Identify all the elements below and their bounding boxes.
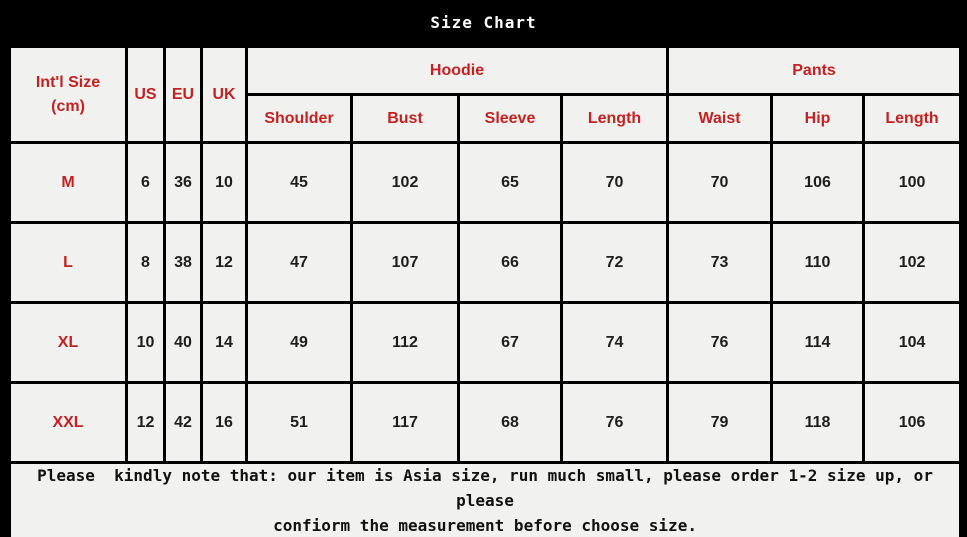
cell-l-waist: 73 — [666, 221, 774, 304]
cell-m-bust: 102 — [350, 141, 460, 224]
cell-l-us: 8 — [125, 221, 166, 304]
cell-l-eu: 38 — [163, 221, 203, 304]
cell-xl-hip: 114 — [770, 301, 866, 384]
cell-xl-hoodie-length: 74 — [559, 301, 670, 384]
cell-xxl-us: 12 — [125, 381, 166, 464]
cell-xxl-eu: 42 — [163, 381, 203, 464]
col-header-hip: Hip — [770, 93, 866, 144]
cell-l-hoodie-length: 72 — [559, 221, 670, 304]
size-label-m: M — [8, 141, 128, 224]
sub-header-row: Shoulder Bust Sleeve Length Waist Hip Le… — [10, 93, 963, 144]
group-header-pants: Pants — [666, 45, 963, 96]
col-header-uk: UK — [200, 45, 248, 144]
cell-m-eu: 36 — [163, 141, 203, 224]
cell-m-hip: 106 — [770, 141, 866, 224]
cell-xl-us: 10 — [125, 301, 166, 384]
cell-xxl-sleeve: 68 — [457, 381, 563, 464]
cell-xl-sleeve: 67 — [457, 301, 563, 384]
table-row-xl: XL 10 40 14 49 112 67 74 76 114 104 — [8, 301, 963, 384]
col-header-intl-size: Int'l Size (cm) — [8, 45, 128, 144]
cell-l-bust: 107 — [350, 221, 460, 304]
note-line-1: Please kindly note that: our item is Asi… — [37, 466, 943, 510]
cell-m-pants-length: 100 — [862, 141, 963, 224]
size-label-xl: XL — [8, 301, 128, 384]
cell-xxl-hoodie-length: 76 — [559, 381, 670, 464]
cell-m-us: 6 — [125, 141, 166, 224]
cell-l-shoulder: 47 — [245, 221, 353, 304]
cell-xl-waist: 76 — [666, 301, 774, 384]
col-header-waist: Waist — [666, 93, 774, 144]
group-header-row: Int'l Size (cm) US EU UK Hoodie Pants — [8, 45, 963, 144]
group-header-hoodie: Hoodie — [244, 45, 670, 96]
col-header-pants-length: Length — [862, 93, 963, 144]
size-chart-table: Int'l Size (cm) US EU UK Hoodie Pants Sh… — [7, 45, 963, 537]
cell-m-waist: 70 — [666, 141, 774, 224]
size-label-l: L — [8, 221, 128, 304]
note-row: Please kindly note that: our item is Asi… — [7, 460, 963, 537]
note-line-2: confiorm the measurement before choose s… — [273, 515, 697, 535]
size-label-xxl: XXL — [8, 381, 128, 464]
table-row-xxl: XXL 12 42 16 51 117 68 76 79 118 106 — [8, 381, 963, 464]
size-note: Please kindly note that: our item is Asi… — [7, 460, 963, 537]
cell-xxl-bust: 117 — [350, 381, 460, 464]
col-header-eu: EU — [163, 45, 203, 144]
col-header-sleeve: Sleeve — [457, 93, 563, 144]
cell-m-shoulder: 45 — [245, 141, 353, 224]
cell-xxl-hip: 118 — [770, 381, 866, 464]
col-header-us: US — [125, 45, 166, 144]
cell-l-uk: 12 — [200, 221, 248, 304]
cell-l-hip: 110 — [770, 221, 866, 304]
cell-xl-eu: 40 — [163, 301, 203, 384]
intl-size-label: Int'l Size — [35, 74, 101, 92]
cell-xl-shoulder: 49 — [245, 301, 353, 384]
cell-xxl-waist: 79 — [666, 381, 774, 464]
page-title: Size Chart — [0, 0, 967, 45]
cell-l-sleeve: 66 — [457, 221, 563, 304]
cell-xl-bust: 112 — [350, 301, 460, 384]
cell-xl-uk: 14 — [200, 301, 248, 384]
cell-xl-pants-length: 104 — [862, 301, 963, 384]
cell-xxl-pants-length: 106 — [862, 381, 963, 464]
cell-m-hoodie-length: 70 — [559, 141, 670, 224]
cell-xxl-uk: 16 — [200, 381, 248, 464]
table-row-m: M 6 36 10 45 102 65 70 70 106 100 — [8, 141, 963, 224]
cell-xxl-shoulder: 51 — [245, 381, 353, 464]
table-row-l: L 8 38 12 47 107 66 72 73 110 102 — [8, 221, 963, 304]
cell-l-pants-length: 102 — [862, 221, 963, 304]
cell-m-sleeve: 65 — [457, 141, 563, 224]
cell-m-uk: 10 — [200, 141, 248, 224]
col-header-shoulder: Shoulder — [245, 93, 353, 144]
col-header-bust: Bust — [350, 93, 460, 144]
cm-unit-label: (cm) — [51, 97, 85, 115]
col-header-hoodie-length: Length — [559, 93, 670, 144]
